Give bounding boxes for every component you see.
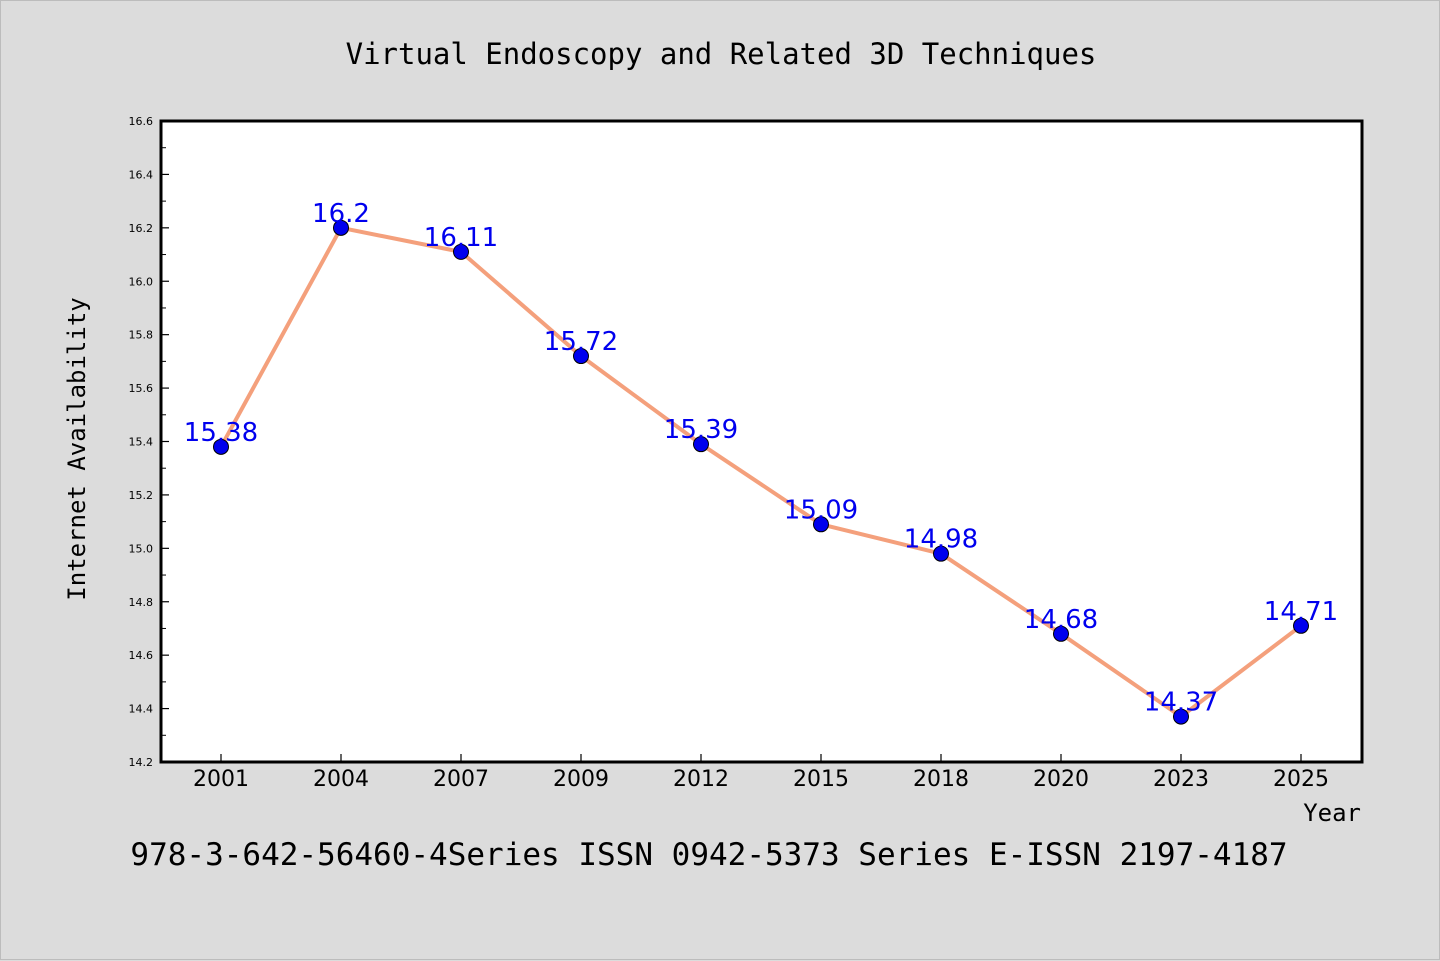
y-tick-label: 15.0 — [129, 542, 154, 555]
y-axis: 14.2 14.4 14.6 14.8 15.0 15.2 15.4 15.6 15.8 16.0… — [129, 115, 169, 769]
data-point — [573, 348, 589, 365]
series-layer: 15.38 16.2 16.11 15.72 15.39 15.09 14.98 14.68 1… — [184, 199, 1338, 725]
x-tick-label: 2018 — [913, 767, 969, 792]
x-tick-label: 2020 — [1033, 767, 1089, 792]
data-label: 14.98 — [904, 525, 978, 555]
data-point — [933, 545, 949, 562]
data-point — [213, 438, 229, 455]
x-axis-label: Year — [1303, 799, 1361, 827]
data-label: 15.39 — [664, 415, 738, 445]
y-axis-label: Internet Availability — [63, 297, 91, 600]
x-tick-label: 2009 — [553, 767, 609, 792]
data-label: 15.72 — [544, 327, 618, 357]
data-label: 14.68 — [1024, 605, 1098, 635]
data-label: 16.2 — [312, 199, 370, 229]
plot-area — [159, 119, 1364, 764]
y-tick-label: 15.8 — [129, 329, 154, 342]
data-label: 14.71 — [1264, 597, 1338, 627]
x-tick-label: 2012 — [673, 767, 729, 792]
footer-identifiers: 978-3-642-56460-4Series ISSN 0942-5373 S… — [130, 837, 1287, 873]
y-tick-label: 14.6 — [129, 649, 154, 662]
y-tick-label: 14.4 — [129, 703, 154, 716]
data-point — [1173, 708, 1189, 725]
x-axis: 2001 2004 2007 2009 2012 2015 2018 2020 2023 2025 — [193, 754, 1329, 792]
data-point — [813, 516, 829, 533]
y-tick-label: 16.0 — [129, 275, 154, 288]
data-label: 16.11 — [424, 223, 498, 253]
y-tick-label: 16.4 — [129, 168, 154, 181]
y-tick-label: 16.2 — [129, 222, 154, 235]
y-tick-label: 15.4 — [129, 436, 154, 449]
data-point — [1293, 617, 1309, 634]
y-tick-label: 14.8 — [129, 596, 154, 609]
data-point — [453, 243, 469, 260]
series-line — [219, 225, 1303, 719]
data-label: 14.37 — [1144, 688, 1218, 718]
data-point — [693, 436, 709, 453]
x-tick-label: 2023 — [1153, 767, 1209, 792]
y-tick-label: 16.6 — [129, 115, 154, 128]
data-label: 15.09 — [784, 495, 858, 525]
x-tick-label: 2007 — [433, 767, 489, 792]
x-tick-label: 2001 — [193, 767, 249, 792]
data-label: 15.38 — [184, 418, 258, 448]
y-tick-label: 15.6 — [129, 382, 154, 395]
x-tick-label: 2004 — [313, 767, 369, 792]
x-tick-label: 2025 — [1273, 767, 1329, 792]
y-tick-label: 15.2 — [129, 489, 154, 502]
x-tick-label: 2015 — [793, 767, 849, 792]
y-tick-label: 14.2 — [129, 756, 154, 769]
data-point — [1053, 625, 1069, 642]
chart-title: Virtual Endoscopy and Related 3D Techniq… — [346, 37, 1097, 71]
data-point — [333, 219, 349, 236]
